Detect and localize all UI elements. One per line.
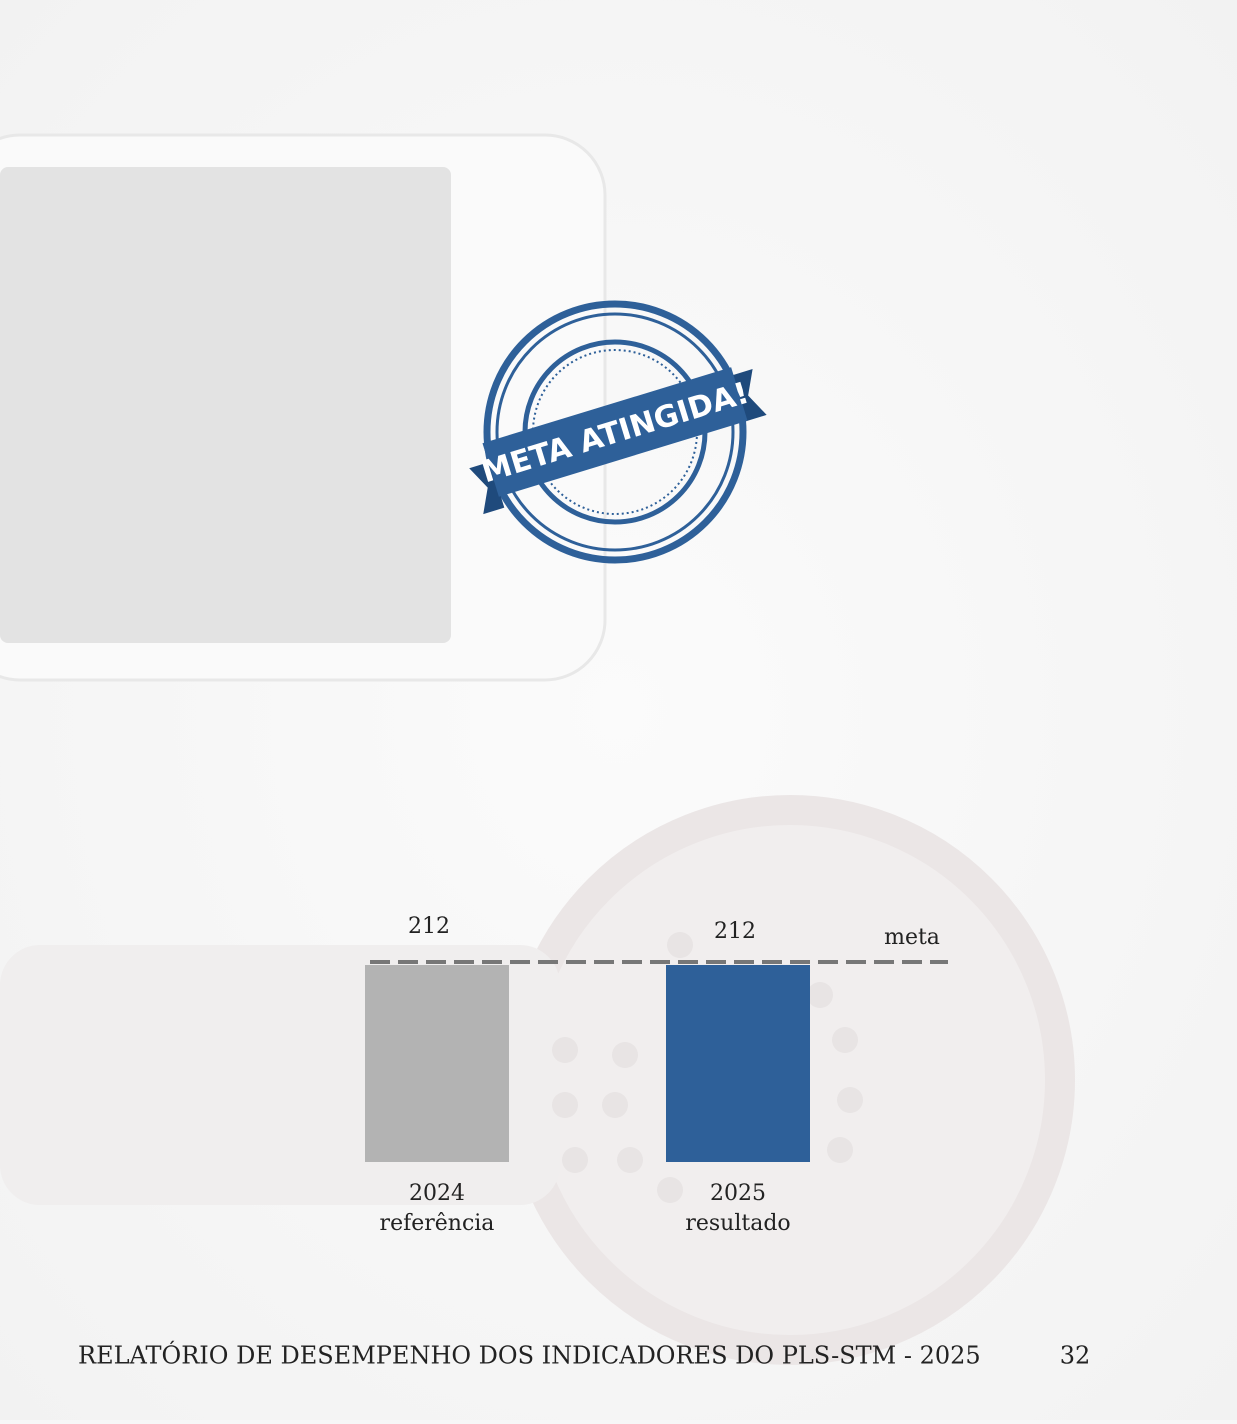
category-note: resultado — [685, 1211, 790, 1236]
value-label: 212 — [408, 914, 450, 939]
bar — [365, 965, 509, 1162]
category-label: 2025 — [710, 1181, 766, 1206]
target-label: meta — [884, 925, 940, 950]
value-label: 212 — [714, 919, 756, 944]
category-note: referência — [380, 1211, 495, 1236]
footer-title: RELATÓRIO DE DESEMPENHO DOS INDICADORES … — [78, 1341, 981, 1370]
page-number: 32 — [1060, 1342, 1091, 1370]
category-label: 2024 — [409, 1181, 465, 1206]
bar — [666, 965, 810, 1162]
phone-screen — [0, 167, 451, 643]
